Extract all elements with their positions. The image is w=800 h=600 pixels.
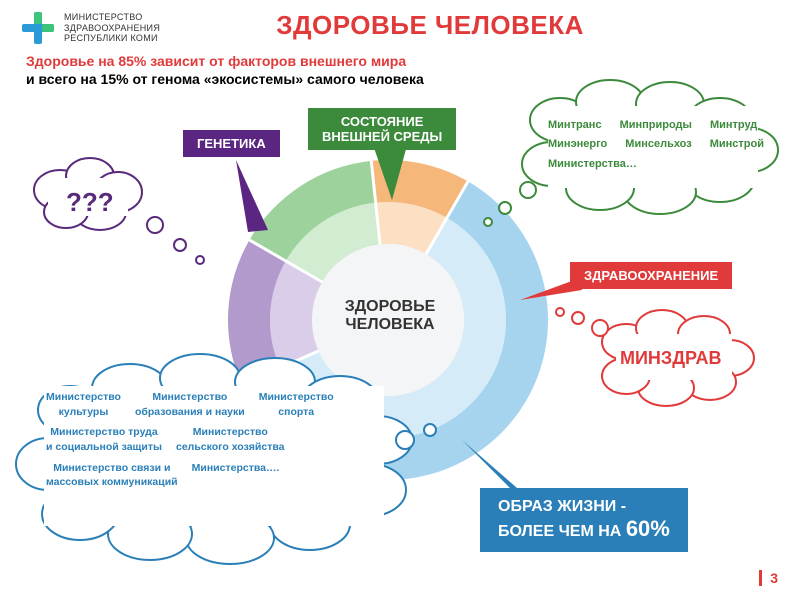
life-ministry-item: Министерствообразования и науки bbox=[135, 390, 245, 419]
life-ministry-item: Министерство трудаи социальной защиты bbox=[46, 425, 162, 454]
subtitle-line2: и всего на 15% от генома «экосистемы» са… bbox=[26, 70, 800, 88]
env-ministry-item: Минтранс bbox=[548, 118, 602, 133]
donut-slice-outer-healthcare bbox=[371, 160, 468, 218]
env-ministry-item: Минэнерго bbox=[548, 137, 607, 152]
life-ministry-item: Министерства…. bbox=[192, 461, 280, 490]
subtitle: Здоровье на 85% зависит от факторов внеш… bbox=[0, 46, 800, 88]
env-ministry-item: Минсельхоз bbox=[625, 137, 691, 152]
label-lifestyle: ОБРАЗ ЖИЗНИ -БОЛЕЕ ЧЕМ НА 60% bbox=[480, 488, 688, 552]
label-genetics: ГЕНЕТИКА bbox=[183, 130, 280, 157]
subtitle-line1: Здоровье на 85% зависит от факторов внеш… bbox=[26, 52, 800, 70]
cloud-environment-list: Минтранс Минприроды Минтруд Минэнерго Минсел… bbox=[548, 118, 768, 172]
life-ministry-item: Министерствоспорта bbox=[259, 390, 334, 419]
label-lifestyle-pct: 60% bbox=[626, 516, 670, 541]
env-ministry-item: Минтруд bbox=[710, 118, 757, 133]
page-number: 3 bbox=[759, 570, 778, 586]
center-label: ЗДОРОВЬЕЧЕЛОВЕКА bbox=[320, 298, 460, 335]
donut-slice-outer-environment bbox=[249, 161, 375, 261]
donut-slice-mid-genetics bbox=[270, 261, 322, 368]
env-ministry-item: Министерства… bbox=[548, 157, 637, 172]
life-ministry-item: Министерствокультуры bbox=[46, 390, 121, 419]
life-ministry-item: Министерствосельского хозяйства bbox=[176, 425, 285, 454]
env-ministry-item: Минприроды bbox=[620, 118, 692, 133]
donut-slice-mid-healthcare bbox=[376, 202, 447, 254]
label-lifestyle-text: ОБРАЗ ЖИЗНИ -БОЛЕЕ ЧЕМ НА bbox=[498, 498, 626, 540]
life-ministry-item: Министерство связи имассовых коммуникаци… bbox=[46, 461, 178, 490]
label-environment: СОСТОЯНИЕВНЕШНЕЙ СРЕДЫ bbox=[308, 108, 456, 150]
donut-slice-mid-environment bbox=[286, 203, 380, 282]
cloud-healthcare-text: МИНЗДРАВ bbox=[620, 346, 721, 371]
cloud-genetics-text: ??? bbox=[66, 184, 114, 220]
page-title: ЗДОРОВЬЕ ЧЕЛОВЕКА bbox=[80, 10, 780, 41]
label-healthcare: ЗДРАВООХРАНЕНИЕ bbox=[570, 262, 732, 289]
ministry-logo-icon bbox=[20, 10, 56, 46]
env-ministry-item: Минстрой bbox=[710, 137, 764, 152]
cloud-lifestyle-list: Министерствокультуры Министерствообразова… bbox=[46, 390, 376, 490]
donut-slice-outer-genetics bbox=[228, 240, 286, 385]
